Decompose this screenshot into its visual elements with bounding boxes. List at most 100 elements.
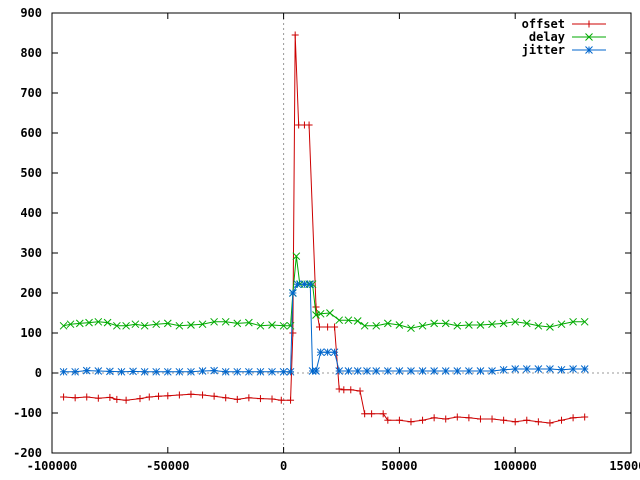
data-point-jitter [441,367,450,375]
data-point-offset [277,396,285,404]
legend-label-delay: delay [529,30,565,44]
data-point-jitter [453,367,462,375]
data-point-offset [106,393,114,401]
data-point-delay [335,316,344,325]
x-tick-label: 0 [280,459,287,473]
data-point-offset [155,392,163,400]
data-point-offset [546,419,554,427]
data-point-offset [465,414,473,422]
x-tick-label: -100000 [27,459,78,473]
data-point-offset [335,385,343,393]
legend-marker-offset [585,20,593,28]
data-point-jitter [476,367,485,375]
legend-marker-jitter [585,46,593,54]
data-point-offset [287,396,295,404]
legend-marker-delay [585,33,593,41]
y-tick-label: 200 [20,286,42,300]
data-point-jitter [372,367,381,375]
data-point-offset [534,418,542,426]
data-point-delay [476,321,485,329]
data-point-jitter [187,367,195,376]
data-point-jitter [499,365,508,374]
data-point-delay [59,321,68,330]
y-tick-label: -100 [13,406,42,420]
data-point-jitter [546,365,554,373]
data-point-offset [291,31,299,39]
data-point-offset [581,413,589,421]
y-tick-label: 400 [20,206,42,220]
data-point-delay [286,321,295,330]
series-delay [59,252,589,333]
y-tick-label: 500 [20,166,42,180]
data-point-offset [324,323,332,331]
data-point-jitter [221,367,230,376]
data-point-delay [499,319,508,328]
data-point-delay [395,321,404,329]
data-point-jitter [522,365,531,373]
data-point-jitter [210,366,218,375]
data-point-delay [534,321,543,330]
data-point-jitter [152,367,161,376]
data-point-delay [383,319,392,328]
data-point-delay [112,321,121,330]
data-point-offset [407,418,415,426]
legend-label-jitter: jitter [522,43,565,57]
data-point-offset [395,416,403,424]
data-point-offset [175,391,183,399]
data-point-offset [569,414,577,422]
plot-frame [51,12,632,454]
y-tick-label: 900 [20,6,42,20]
data-point-delay [360,321,369,330]
data-point-jitter [569,365,577,373]
series-jitter [59,280,589,376]
data-point-delay [256,321,265,330]
data-point-offset [384,416,392,424]
data-point-jitter [534,365,543,373]
data-point-offset [83,393,91,401]
data-point-jitter [335,367,344,375]
data-point-jitter [344,367,353,375]
data-point-offset [442,415,450,423]
data-point-delay [557,320,566,329]
data-point-jitter [580,365,589,373]
axis-ticks: -200 -100 0 100 200 300 400 500 600 700 800 900 -100… [13,6,640,473]
data-point-offset [430,414,438,422]
data-point-jitter [383,367,392,375]
y-tick-label: 0 [35,366,42,380]
data-point-delay [312,311,320,319]
data-point-jitter [163,367,172,376]
data-point-delay [245,318,253,327]
data-point-jitter [245,367,253,376]
data-point-offset [379,410,387,418]
data-point-jitter [488,367,496,375]
data-point-delay [316,309,325,318]
data-point-offset [523,416,531,424]
data-point-jitter [175,367,184,376]
data-point-delay [66,320,75,329]
data-point-delay [569,317,577,326]
data-point-offset [500,416,508,424]
data-point-offset [476,415,484,423]
data-point-offset [245,394,253,402]
data-point-delay [85,318,93,327]
data-point-delay [465,321,473,329]
data-point-delay [163,319,172,328]
y-tick-label: 600 [20,126,42,140]
y-tick-label: -200 [13,446,42,460]
data-point-offset [340,386,348,394]
data-point-delay [292,252,301,261]
data-point-jitter [268,367,276,376]
data-point-offset [453,413,461,421]
data-point-jitter [279,367,288,376]
data-point-delay [488,320,496,329]
data-point-jitter [117,367,126,376]
data-point-delay [418,321,427,330]
data-point-delay [546,323,554,331]
data-point-jitter [82,366,91,375]
data-point-offset [164,392,172,400]
data-point-offset [289,329,297,337]
x-tick-label: 150000 [609,459,640,473]
data-point-jitter [312,367,320,375]
data-point-jitter [286,367,295,376]
